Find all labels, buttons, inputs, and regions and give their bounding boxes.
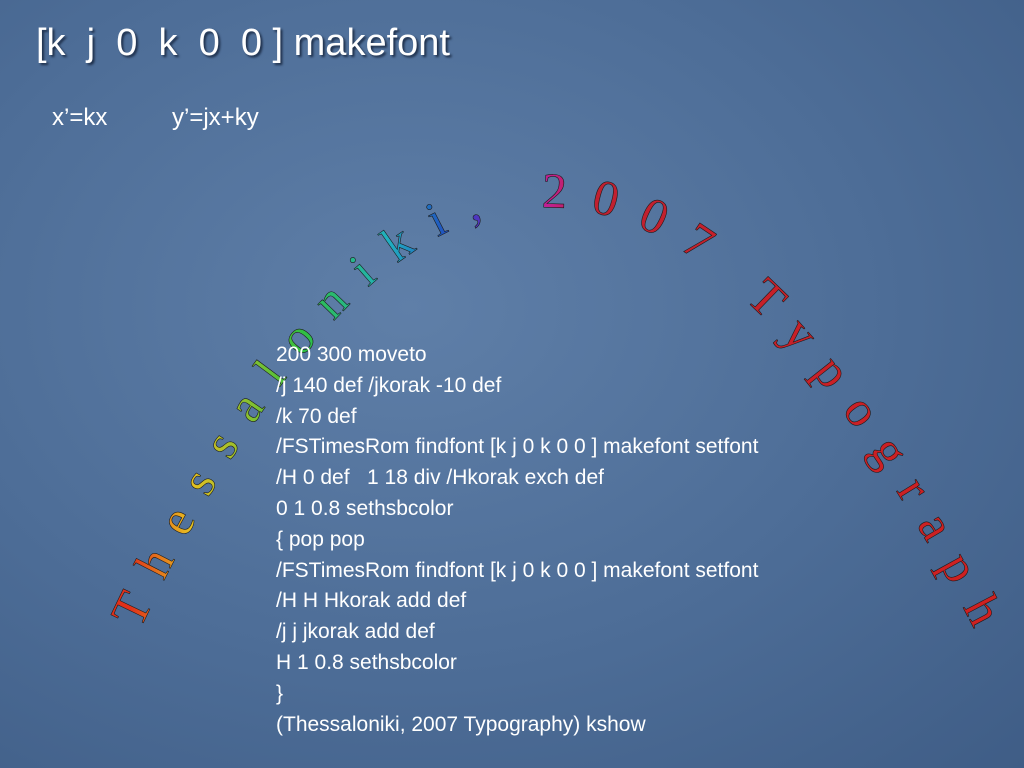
code-line: /j j jkorak add def <box>276 620 435 644</box>
formula: x’=kx <box>52 104 108 131</box>
code-line: /FSTimesRom findfont [k j 0 k 0 0 ] make… <box>276 558 759 582</box>
code-line: (Thessaloniki, 2007 Typography) kshow <box>276 712 646 736</box>
formula: y’=jx+ky <box>172 104 259 131</box>
code-line: /H 0 def 1 18 div /Hkorak exch def <box>276 466 605 490</box>
code-line: /H H Hkorak add def <box>276 589 467 613</box>
code-line: } <box>276 681 284 705</box>
code-line: { pop pop <box>276 527 365 551</box>
code-line: 0 1 0.8 sethsbcolor <box>276 496 454 520</box>
code-line: /FSTimesRom findfont [k j 0 k 0 0 ] make… <box>276 435 759 459</box>
code-line: 200 300 moveto <box>276 343 427 366</box>
code-block: 200 300 moveto/j 140 def /jkorak -10 def… <box>276 340 758 740</box>
code-line: /j 140 def /jkorak -10 def <box>276 373 502 397</box>
slide-title: [k j 0 k 0 0 ] makefont <box>36 22 450 64</box>
code-line: /k 70 def <box>276 404 357 428</box>
code-line: H 1 0.8 sethsbcolor <box>276 650 457 674</box>
